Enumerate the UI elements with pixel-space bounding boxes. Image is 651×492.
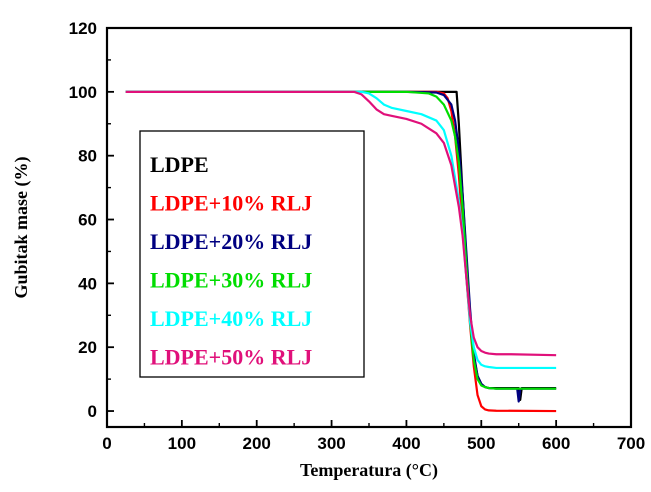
y-tick-label: 20 <box>78 338 97 357</box>
legend-entry-2: LDPE+20% RLJ <box>150 229 312 254</box>
legend: LDPE LDPE+10% RLJ LDPE+20% RLJ LDPE+30% RLJ… <box>139 130 365 378</box>
x-tick-label: 700 <box>617 434 645 453</box>
x-tick-label: 0 <box>102 434 111 453</box>
legend-entry-1: LDPE+10% RLJ <box>150 191 312 216</box>
series-line-5 <box>125 90 557 357</box>
series-line-4 <box>125 90 557 370</box>
legend-entry-5: LDPE+50% RLJ <box>150 345 312 370</box>
legend-entry-4: LDPE+40% RLJ <box>150 306 312 331</box>
legend-entry-0: LDPE <box>150 152 209 177</box>
y-tick-label: 40 <box>78 274 97 293</box>
y-tick-label: 100 <box>69 83 97 102</box>
y-tick-label: 80 <box>78 147 97 166</box>
y-axis-ticks: 0 20 40 60 80 100 120 <box>69 19 114 421</box>
x-tick-label: 600 <box>542 434 570 453</box>
plot-lines <box>125 90 557 413</box>
x-tick-label: 100 <box>168 434 196 453</box>
series-line-3 <box>125 90 557 390</box>
x-tick-label: 300 <box>317 434 345 453</box>
x-tick-label: 400 <box>392 434 420 453</box>
legend-entry-3: LDPE+30% RLJ <box>150 268 312 293</box>
y-tick-label: 60 <box>78 211 97 230</box>
y-axis-title: Gubitak mase (%) <box>11 156 32 298</box>
y-tick-label: 120 <box>69 19 97 38</box>
y-tick-label: 0 <box>88 402 97 421</box>
x-axis-ticks: 0 100 200 300 400 500 600 700 <box>102 420 645 453</box>
legend-box <box>139 130 365 378</box>
x-tick-label: 500 <box>467 434 495 453</box>
x-tick-label: 200 <box>243 434 271 453</box>
x-axis-title: Temperatura (°C) <box>300 460 438 481</box>
